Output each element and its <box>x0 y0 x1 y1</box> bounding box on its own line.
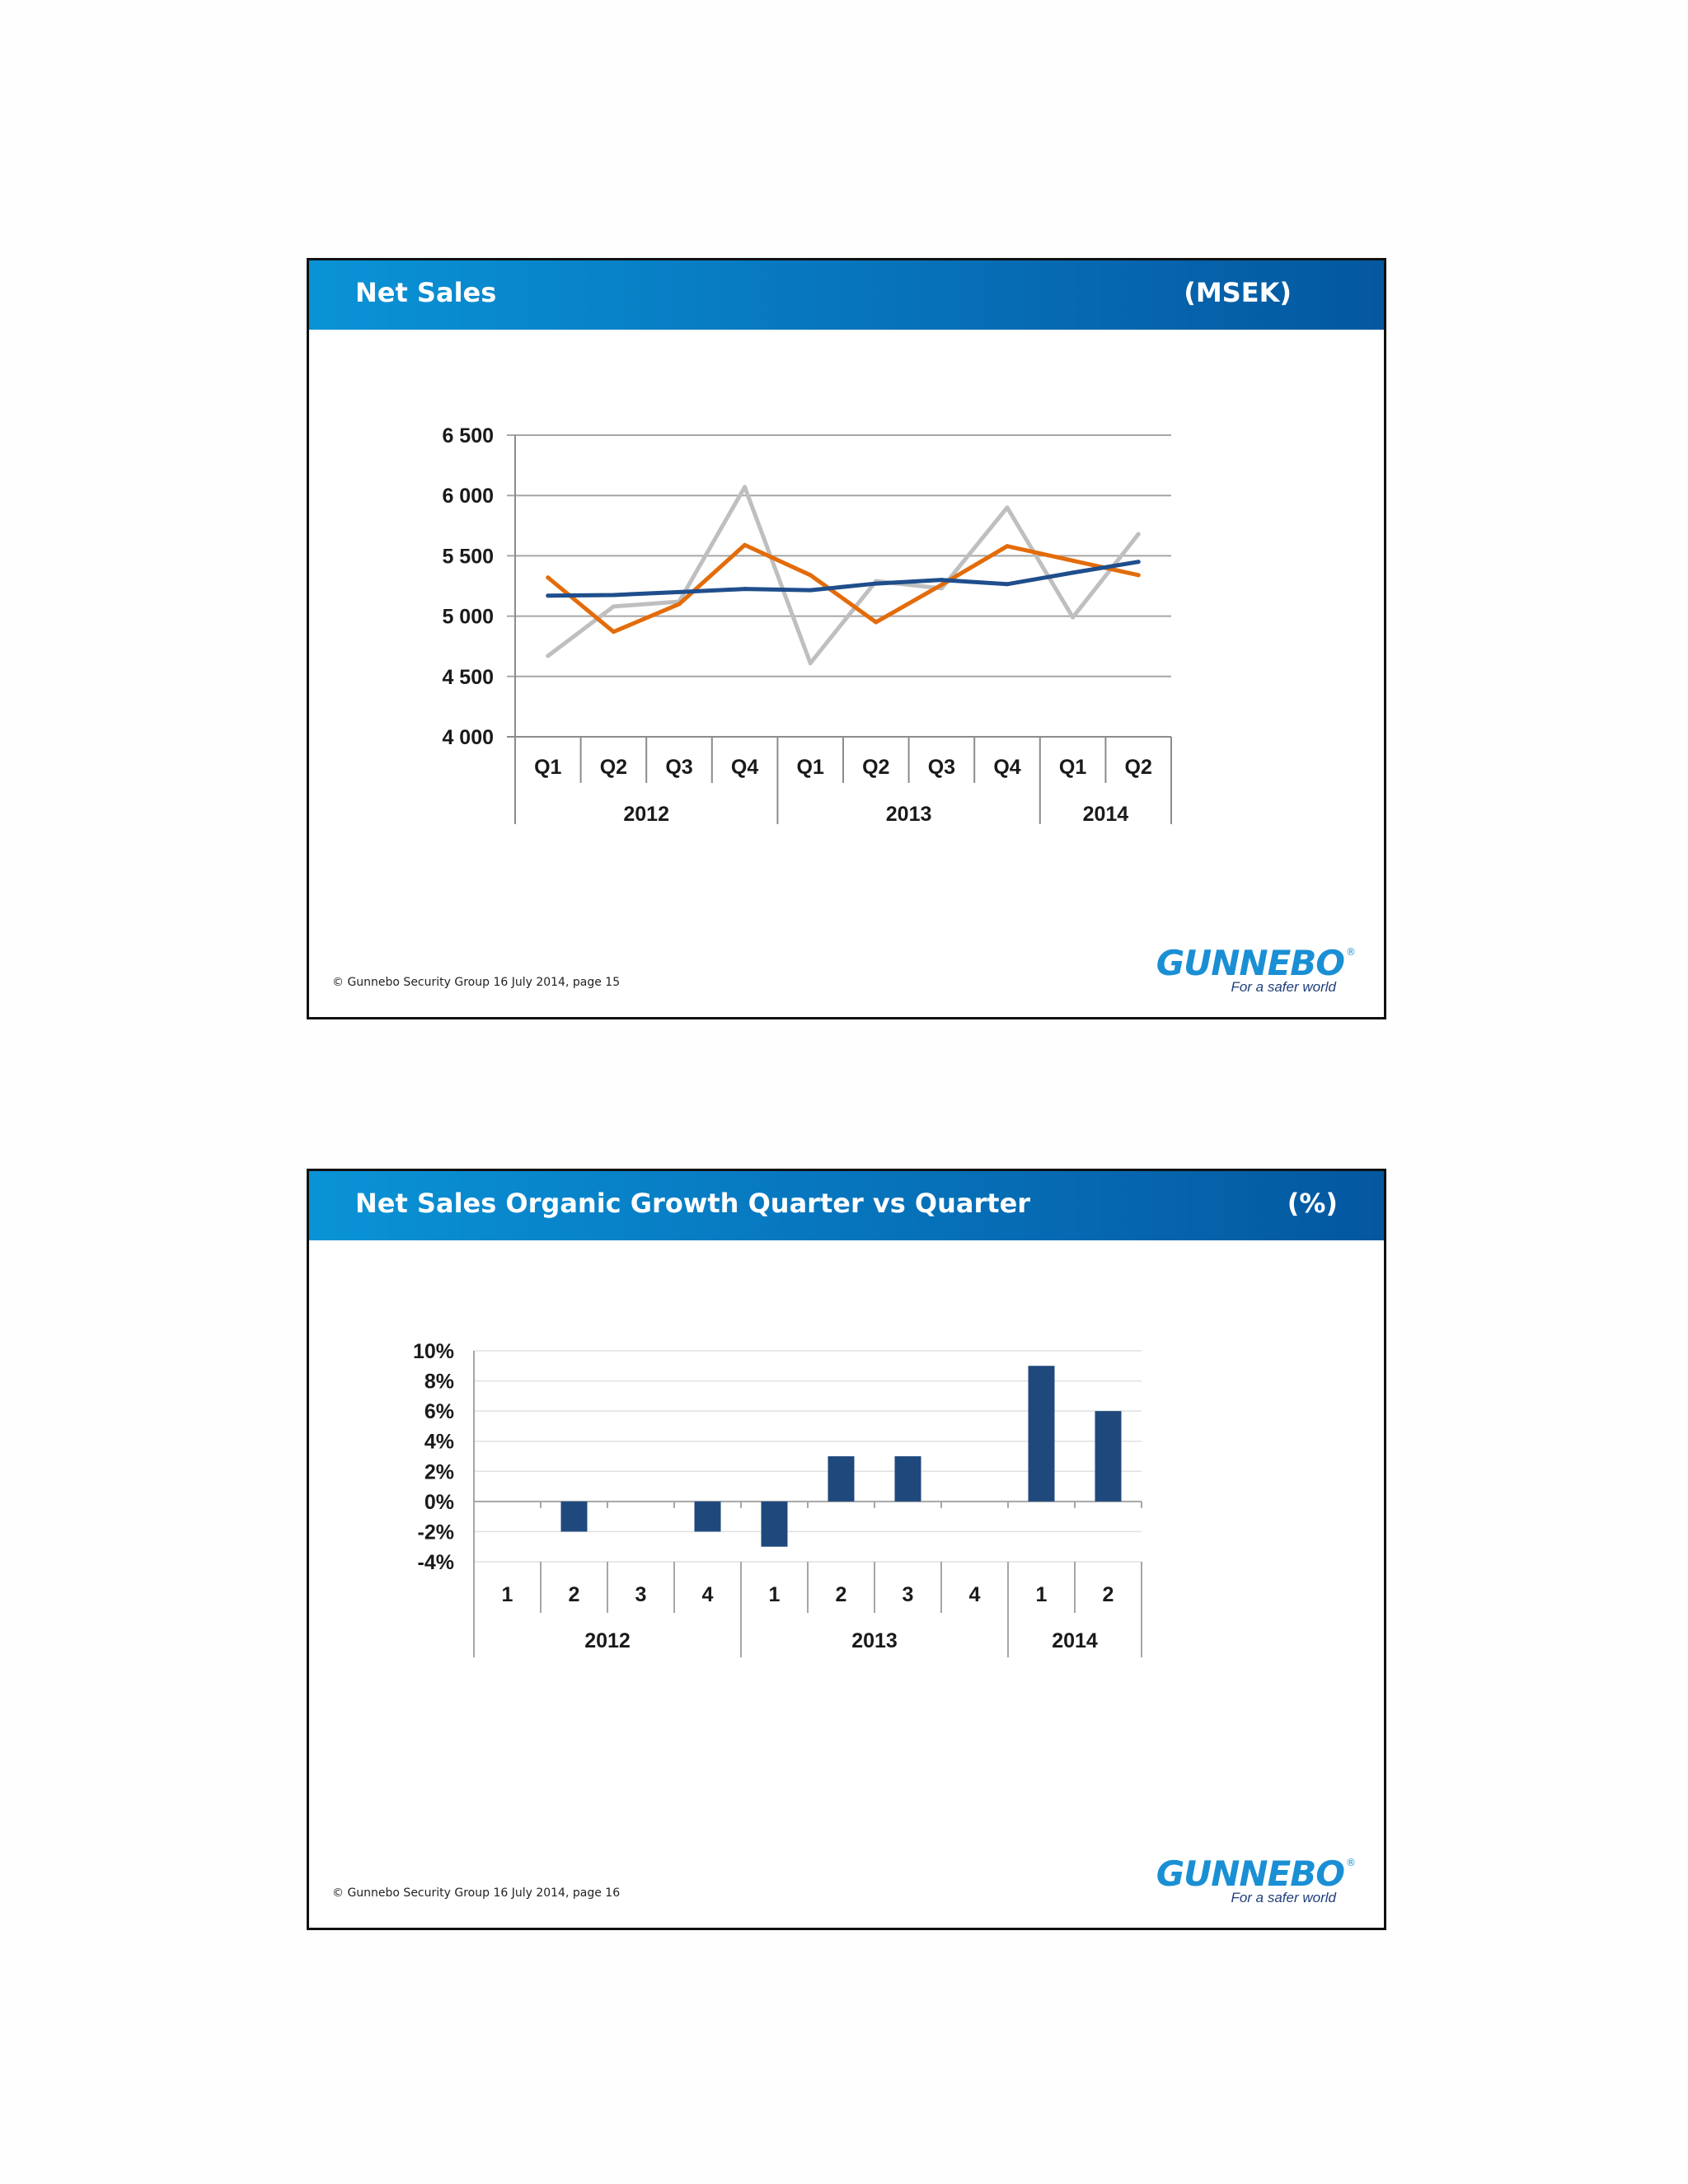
year-group-label: 2013 <box>886 803 932 824</box>
data-point <box>611 604 616 609</box>
bar <box>761 1501 788 1547</box>
x-tick-label: 2 <box>1103 1583 1114 1606</box>
x-tick-label: Q1 <box>797 756 824 779</box>
data-point <box>1005 505 1010 510</box>
x-tick-label: Q1 <box>534 756 561 779</box>
y-tick-label: 2% <box>424 1460 454 1483</box>
logo-tagline: For a safer world <box>1231 1890 1336 1905</box>
slide-header-banner: Net Sales Organic Growth Quarter vs Quar… <box>309 1171 1384 1240</box>
data-point <box>874 620 879 625</box>
data-point <box>546 654 551 658</box>
data-point <box>677 602 682 607</box>
logo-wordmark: GUNNEBO <box>1156 1854 1345 1894</box>
y-tick-label: -4% <box>418 1551 454 1574</box>
y-tick-label: 5 500 <box>442 545 494 568</box>
data-point <box>743 542 748 547</box>
bar <box>1028 1366 1055 1502</box>
x-tick-label: 4 <box>969 1583 981 1606</box>
x-tick-label: 3 <box>635 1583 647 1606</box>
data-point <box>743 587 748 592</box>
data-point <box>939 583 944 588</box>
data-point <box>1005 582 1010 587</box>
y-tick-label: 6 000 <box>442 485 494 508</box>
slide-unit: (MSEK) <box>1184 277 1292 308</box>
x-tick-label: 2 <box>569 1583 580 1606</box>
data-point <box>611 593 616 598</box>
series-line <box>546 542 1141 635</box>
x-tick-label: Q4 <box>993 756 1020 779</box>
x-tick-label: Q3 <box>665 756 692 779</box>
y-tick-label: 10% <box>413 1340 454 1363</box>
x-tick-label: Q2 <box>862 756 889 779</box>
data-point <box>546 593 551 598</box>
slide-title: Net Sales <box>355 277 497 308</box>
y-tick-label: 4% <box>424 1431 454 1454</box>
logo-tagline: For a safer world <box>1231 979 1336 995</box>
y-tick-label: 5 000 <box>442 606 494 629</box>
data-point <box>743 485 748 490</box>
year-group-label: 2014 <box>1052 1629 1098 1652</box>
year-group-label: 2014 <box>1083 803 1129 824</box>
data-point <box>1071 615 1076 620</box>
x-tick-label: 1 <box>502 1583 513 1606</box>
slide-title: Net Sales Organic Growth Quarter vs Quar… <box>355 1188 1031 1219</box>
gunnebo-logo: GUNNEBO ® For a safer world <box>1156 943 1356 997</box>
slide-footer: © Gunnebo Security Group 16 July 2014, p… <box>332 1886 621 1900</box>
series-line <box>546 485 1141 666</box>
data-point <box>1071 558 1076 563</box>
data-point <box>611 630 616 635</box>
bar <box>1095 1411 1122 1502</box>
data-point <box>1136 573 1141 578</box>
year-group-label: 2012 <box>623 803 669 824</box>
slide-organic-growth: Net Sales Organic Growth Quarter vs Quar… <box>307 1169 1386 1930</box>
y-tick-label: 4 000 <box>442 726 494 749</box>
x-tick-label: Q4 <box>731 756 758 779</box>
x-tick-label: Q1 <box>1059 756 1086 779</box>
data-point <box>874 581 879 586</box>
data-point <box>808 661 813 666</box>
bar <box>894 1456 921 1502</box>
bar <box>694 1501 721 1532</box>
year-group-label: 2013 <box>851 1629 898 1652</box>
data-point <box>1136 532 1141 537</box>
slide-header-banner: Net Sales (MSEK) <box>309 260 1384 330</box>
data-point <box>1136 560 1141 565</box>
net-sales-line-chart: 4 000 4 500 5 000 5 500 6 000 6 500 Q1 Q2 Q3 Q4 Q1… <box>442 424 1172 824</box>
bar <box>828 1456 855 1502</box>
x-tick-label: Q2 <box>600 756 627 779</box>
x-tick-label: 1 <box>1036 1583 1048 1606</box>
y-tick-label: 0% <box>424 1491 454 1514</box>
y-tick-label: 8% <box>424 1371 454 1394</box>
data-point <box>939 578 944 583</box>
y-tick-label: 4 500 <box>442 666 494 689</box>
data-point <box>677 589 682 594</box>
data-point <box>546 575 551 580</box>
series-line <box>546 560 1141 598</box>
x-tick-label: Q2 <box>1125 756 1152 779</box>
bar <box>560 1501 588 1532</box>
x-tick-label: 3 <box>903 1583 914 1606</box>
x-tick-label: 2 <box>836 1583 847 1606</box>
registered-icon: ® <box>1346 1857 1356 1868</box>
registered-icon: ® <box>1346 946 1356 958</box>
slide-net-sales: Net Sales (MSEK) 4 000 4 500 5 000 5 500 6 0… <box>307 258 1386 1019</box>
x-tick-label: Q3 <box>928 756 955 779</box>
slide-unit: (%) <box>1287 1188 1338 1219</box>
logo-wordmark: GUNNEBO <box>1156 943 1345 983</box>
x-tick-label: 4 <box>702 1583 714 1606</box>
y-tick-label: -2% <box>418 1521 454 1544</box>
data-point <box>1005 544 1010 549</box>
y-tick-label: 6% <box>424 1400 454 1423</box>
year-group-label: 2012 <box>584 1629 631 1652</box>
slide-footer: © Gunnebo Security Group 16 July 2014, p… <box>332 976 621 989</box>
data-point <box>808 588 813 593</box>
x-tick-label: 1 <box>769 1583 781 1606</box>
y-tick-label: 6 500 <box>442 424 494 448</box>
data-point <box>1071 570 1076 575</box>
gunnebo-logo: GUNNEBO ® For a safer world <box>1156 1854 1356 1908</box>
data-point <box>808 573 813 578</box>
